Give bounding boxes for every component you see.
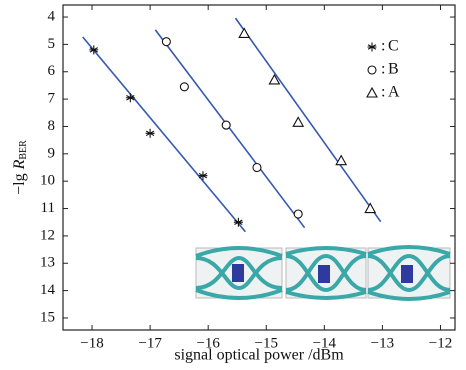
data-point (365, 204, 375, 213)
y-tick-label: 4 (48, 8, 56, 24)
data-point (293, 117, 303, 126)
y-axis-label-part: BER (18, 140, 29, 160)
data-point (146, 129, 155, 138)
data-point (222, 121, 230, 129)
x-axis-label: signal optical power /dBm (174, 347, 344, 364)
data-point (198, 171, 207, 180)
eye-diagram (286, 248, 366, 298)
data-point (162, 38, 170, 46)
eye-diagram (196, 248, 282, 298)
data-point (126, 93, 135, 102)
data-point (239, 28, 249, 37)
fit-line (83, 37, 246, 232)
eye-diagrams (196, 247, 450, 299)
x-tick-label: −13 (371, 335, 394, 351)
y-tick-label: 7 (48, 91, 56, 107)
x-tick-label: −17 (138, 335, 162, 351)
legend-label: A (388, 84, 400, 101)
fit-line (235, 18, 380, 222)
legend-separator: : (381, 84, 385, 101)
y-axis-label: −lg RBER (11, 140, 30, 195)
chart: 456789101112131415−18−17−16−15−14−13−12s… (0, 0, 466, 370)
legend-separator: : (381, 38, 385, 55)
x-tick-label: −18 (80, 335, 103, 351)
y-tick-label: 8 (48, 118, 56, 134)
y-tick-label: 5 (48, 36, 56, 52)
fit-line (155, 30, 304, 228)
data-point (180, 83, 188, 91)
legend-marker (368, 66, 376, 74)
y-tick-label: 12 (40, 227, 55, 243)
y-tick-label: 9 (48, 145, 56, 161)
legend-separator: : (381, 61, 385, 78)
eye-diagram (368, 247, 450, 299)
data-point (253, 164, 261, 172)
x-tick-label: −12 (429, 335, 452, 351)
legend-label: B (388, 61, 399, 78)
y-axis-label-part: R (11, 159, 28, 170)
legend-marker (367, 88, 377, 97)
y-tick-label: 13 (40, 255, 55, 271)
y-tick-label: 10 (40, 173, 55, 189)
y-axis-label-part: −lg (11, 169, 28, 194)
legend-label: C (388, 38, 399, 55)
y-tick-label: 6 (48, 63, 56, 79)
legend-marker (368, 43, 377, 52)
y-tick-label: 15 (40, 309, 55, 325)
y-tick-label: 11 (41, 200, 55, 216)
y-tick-label: 14 (40, 282, 56, 298)
data-point (294, 210, 302, 218)
